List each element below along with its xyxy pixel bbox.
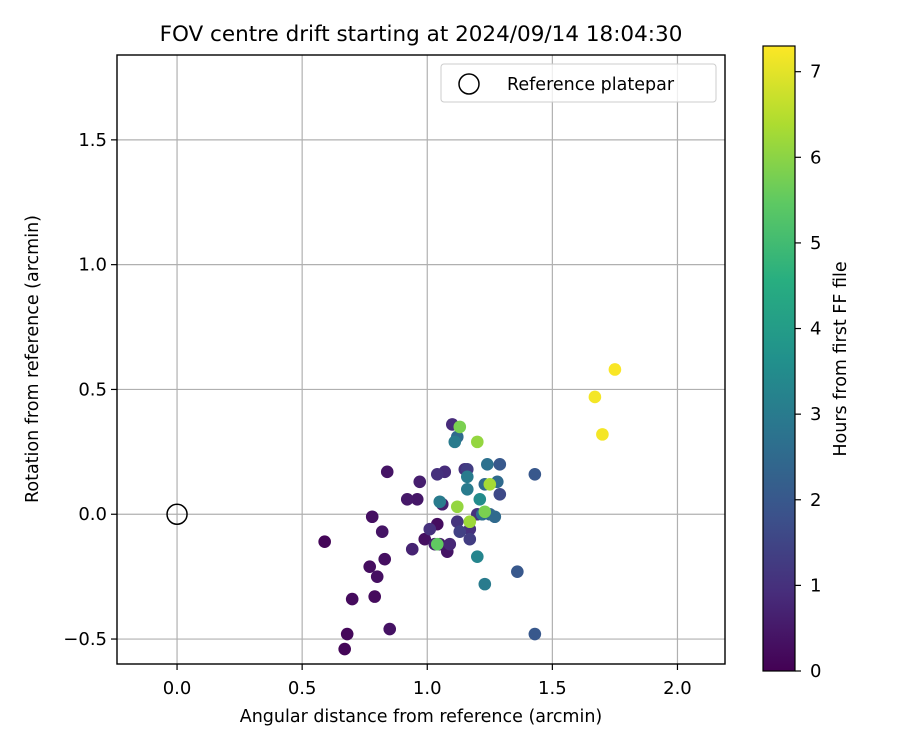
data-point bbox=[478, 577, 492, 591]
data-point bbox=[450, 515, 464, 529]
plot-frame bbox=[116, 54, 726, 665]
data-point bbox=[375, 525, 389, 539]
data-point bbox=[378, 552, 392, 566]
colorbar-ticks: 0 1 2 3 4 5 6 7 bbox=[795, 62, 821, 682]
y-tick-label: 0.5 bbox=[78, 379, 107, 400]
y-axis-label: Rotation from reference (arcmin) bbox=[23, 215, 43, 503]
data-point bbox=[365, 510, 379, 524]
data-points bbox=[318, 363, 622, 656]
data-point bbox=[588, 390, 602, 404]
data-point bbox=[453, 525, 467, 539]
data-point bbox=[430, 468, 444, 481]
data-point bbox=[363, 560, 377, 573]
data-point bbox=[418, 532, 432, 546]
data-point bbox=[488, 510, 502, 524]
y-tick-label: 1.5 bbox=[78, 130, 107, 151]
data-point bbox=[473, 492, 487, 506]
legend-box bbox=[440, 63, 717, 103]
colorbar-tick-label: 7 bbox=[810, 62, 821, 83]
y-tick-label: 1.0 bbox=[78, 255, 107, 276]
data-point bbox=[450, 500, 464, 514]
data-point bbox=[433, 495, 447, 509]
data-point bbox=[493, 487, 507, 501]
data-point bbox=[460, 482, 474, 496]
colorbar-tick-label: 0 bbox=[810, 661, 821, 682]
data-point bbox=[443, 537, 457, 551]
grid bbox=[117, 55, 725, 664]
data-point bbox=[493, 458, 507, 471]
data-point bbox=[383, 622, 397, 636]
data-point bbox=[528, 468, 542, 481]
x-tick-label: 2.0 bbox=[663, 678, 692, 699]
data-point bbox=[405, 542, 419, 556]
data-point bbox=[400, 492, 414, 506]
axis-ticks: 0.0 0.5 1.0 1.5 2.0 −0.5 0.0 0.5 1.0 1.5 bbox=[63, 130, 691, 699]
reference-layer bbox=[166, 503, 188, 525]
colorbar-tick-label: 5 bbox=[810, 233, 821, 254]
data-point bbox=[608, 363, 622, 376]
colorbar-frame bbox=[762, 45, 796, 672]
colorbar-tick-label: 4 bbox=[810, 319, 821, 340]
chart-title: FOV centre drift starting at 2024/09/14 … bbox=[160, 22, 683, 47]
data-point bbox=[463, 532, 477, 546]
data-point bbox=[368, 590, 382, 603]
data-point bbox=[511, 565, 524, 578]
colorbar-label: Hours from first FF file bbox=[831, 261, 851, 456]
data-point bbox=[410, 492, 424, 506]
data-point bbox=[318, 535, 331, 549]
data-point bbox=[338, 642, 351, 656]
data-point bbox=[430, 537, 444, 551]
x-axis-label: Angular distance from reference (arcmin) bbox=[240, 707, 603, 727]
data-point bbox=[528, 627, 542, 641]
legend: Reference platepar bbox=[440, 63, 717, 103]
data-point bbox=[483, 477, 497, 491]
data-point bbox=[481, 458, 494, 471]
data-point bbox=[470, 435, 484, 449]
legend-marker-reference bbox=[458, 73, 480, 95]
y-tick-label: 0.0 bbox=[78, 504, 107, 525]
data-point bbox=[470, 550, 484, 563]
data-point bbox=[596, 428, 609, 441]
colorbar-tick-label: 2 bbox=[810, 490, 821, 511]
legend-label-reference: Reference platepar bbox=[507, 75, 675, 95]
data-point bbox=[380, 465, 394, 479]
data-point bbox=[423, 522, 437, 536]
colorbar-tick-label: 6 bbox=[810, 147, 821, 168]
x-tick-label: 0.0 bbox=[163, 678, 192, 699]
x-tick-label: 1.0 bbox=[413, 678, 442, 699]
x-tick-label: 1.5 bbox=[538, 678, 567, 699]
data-point bbox=[345, 592, 359, 606]
data-point bbox=[460, 470, 474, 484]
colorbar: 0 1 2 3 4 5 6 7 Hours from first FF file bbox=[762, 45, 851, 682]
reference-platepar-marker bbox=[166, 503, 188, 525]
plot-background bbox=[117, 55, 725, 664]
data-point bbox=[463, 515, 477, 529]
data-point bbox=[453, 420, 467, 434]
data-point bbox=[448, 435, 462, 449]
data-point bbox=[340, 627, 354, 641]
data-point bbox=[370, 570, 384, 583]
colorbar-gradient bbox=[763, 46, 795, 671]
y-tick-label: −0.5 bbox=[63, 629, 107, 650]
data-point bbox=[478, 505, 492, 519]
colorbar-tick-label: 3 bbox=[810, 404, 821, 425]
data-point bbox=[413, 475, 427, 489]
x-tick-label: 0.5 bbox=[288, 678, 317, 699]
colorbar-tick-label: 1 bbox=[810, 575, 821, 596]
